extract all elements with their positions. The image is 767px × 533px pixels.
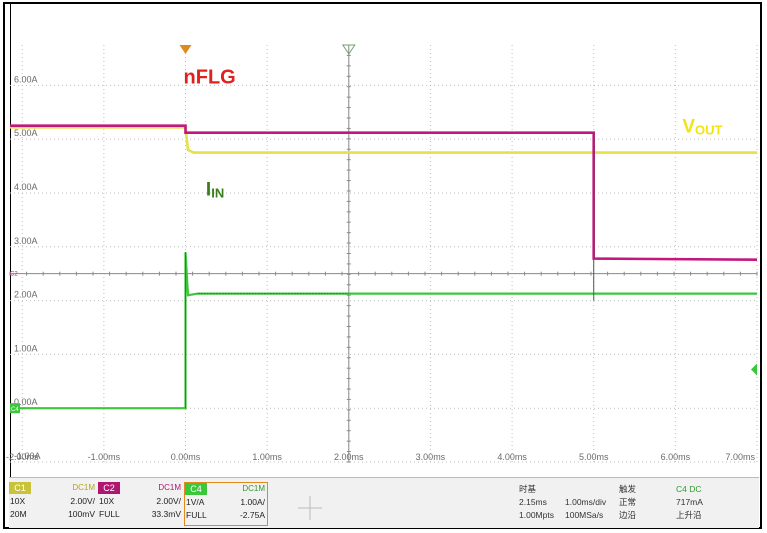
c2-bandwidth: FULL <box>99 509 120 519</box>
memory-depth: 1.00Mpts <box>519 510 554 520</box>
scope-inner-border <box>10 4 760 527</box>
c1-coupling: DC1M <box>72 483 95 492</box>
scope-frame <box>3 2 762 529</box>
c2-info-box[interactable]: C2 DC1M 10X 2.00V/ FULL 33.3mV <box>98 482 183 526</box>
c2-tag: C2 <box>98 482 120 494</box>
y-tick-label: 4.00A <box>14 182 38 192</box>
c4-coupling: DC1M <box>242 484 265 493</box>
trigger-position-marker <box>179 45 192 54</box>
trigger-type[interactable]: 边沿 <box>619 510 637 520</box>
c1-offset: 100mV <box>68 509 95 519</box>
c4-bandwidth: FULL <box>186 510 207 520</box>
annotation-nflg: nFLG <box>184 66 236 88</box>
c4-ground-marker <box>10 403 20 414</box>
trigger-level[interactable]: 717mA <box>676 497 703 507</box>
y-tick-label: 5.00A <box>14 128 38 138</box>
y-tick-label: 3.00A <box>14 236 38 246</box>
c1-bandwidth: 20M <box>10 509 27 519</box>
c1-tag: C1 <box>9 482 31 494</box>
trace-nflg <box>10 124 758 261</box>
trigger-mode[interactable]: 正常 <box>619 497 637 507</box>
c2-scale: 2.00V/ <box>156 496 181 506</box>
annotation-vout-sub: OUT <box>695 122 723 137</box>
c4-offset: -2.75A <box>239 510 265 520</box>
c2-offset: 33.3mV <box>151 509 181 519</box>
x-tick-label: 5.00ms <box>579 452 609 462</box>
x-tick-label: 6.00ms <box>661 452 691 462</box>
c2-probe: 10X <box>99 496 115 506</box>
x-tick-label: 1.00ms <box>252 452 282 462</box>
y-tick-label: 2.00A <box>14 290 38 300</box>
y-axis-ticks: 6.00A 5.00A 4.00A 3.00A 2.00A 1.00A 0.00A -1.00… <box>14 74 41 461</box>
c4-info-box[interactable]: C4 DC1M 1V/A 1.00A/ FULL -2.75A <box>184 482 268 526</box>
x-tick-label: -2.00ms <box>6 452 39 462</box>
y-tick-label: 6.00A <box>14 74 38 84</box>
markers: C4 C2 <box>10 44 757 414</box>
c4-scale: 1.00A/ <box>240 497 265 507</box>
channel-status-bar: C1 DC1M 10X 2.00V/ 20M 100mV C2 DC1M 10X… <box>9 477 759 528</box>
x-tick-label: 2.00ms <box>334 452 364 462</box>
x-tick-label: 0.00ms <box>171 452 201 462</box>
c2-coupling: DC1M <box>158 483 181 492</box>
grid <box>9 44 758 463</box>
c4-ground-label: C4 <box>11 407 19 413</box>
x-tick-label: -1.00ms <box>88 452 121 462</box>
timebase-scale[interactable]: 1.00ms/div <box>565 497 607 507</box>
trigger-slope[interactable]: 上升沿 <box>676 510 702 520</box>
annotation-iin: IIN <box>206 180 224 201</box>
center-position-marker <box>341 44 356 55</box>
trace-in <box>10 252 757 410</box>
sample-rate: 100MSa/s <box>565 510 604 520</box>
y-tick-label: -1.00A <box>14 451 41 461</box>
x-tick-label: 4.00ms <box>497 452 527 462</box>
c4-tag: C4 <box>185 483 207 495</box>
trigger-level-marker <box>751 363 757 376</box>
annotations: nFLG VOUT IIN <box>184 66 723 200</box>
plus-icon <box>298 496 322 520</box>
traces <box>10 124 758 410</box>
c1-probe: 10X <box>10 496 26 506</box>
c1-scale: 2.00V/ <box>70 496 95 506</box>
timebase-delay: 2.15ms <box>519 497 547 507</box>
c2-ground-label: C2 <box>10 272 18 278</box>
annotation-vout: VOUT <box>682 116 722 137</box>
trigger-source: C4 DC <box>676 484 702 494</box>
trace-vout <box>10 126 757 154</box>
add-channel-button[interactable] <box>271 482 349 526</box>
y-tick-label: 0.00A <box>14 397 38 407</box>
annotation-iin-sub: IN <box>211 186 224 201</box>
c4-probe: 1V/A <box>186 497 205 507</box>
trigger-title: 触发 <box>619 484 637 494</box>
x-tick-label: 3.00ms <box>416 452 446 462</box>
timebase-title: 时基 <box>519 484 537 494</box>
y-tick-label: 1.00A <box>14 343 38 353</box>
x-tick-label: 7.00ms <box>725 452 755 462</box>
x-axis-ticks: -2.00ms -1.00ms 0.00ms 1.00ms 2.00ms 3.00ms 4.… <box>6 452 756 462</box>
c1-info-box[interactable]: C1 DC1M 10X 2.00V/ 20M 100mV <box>9 482 97 526</box>
